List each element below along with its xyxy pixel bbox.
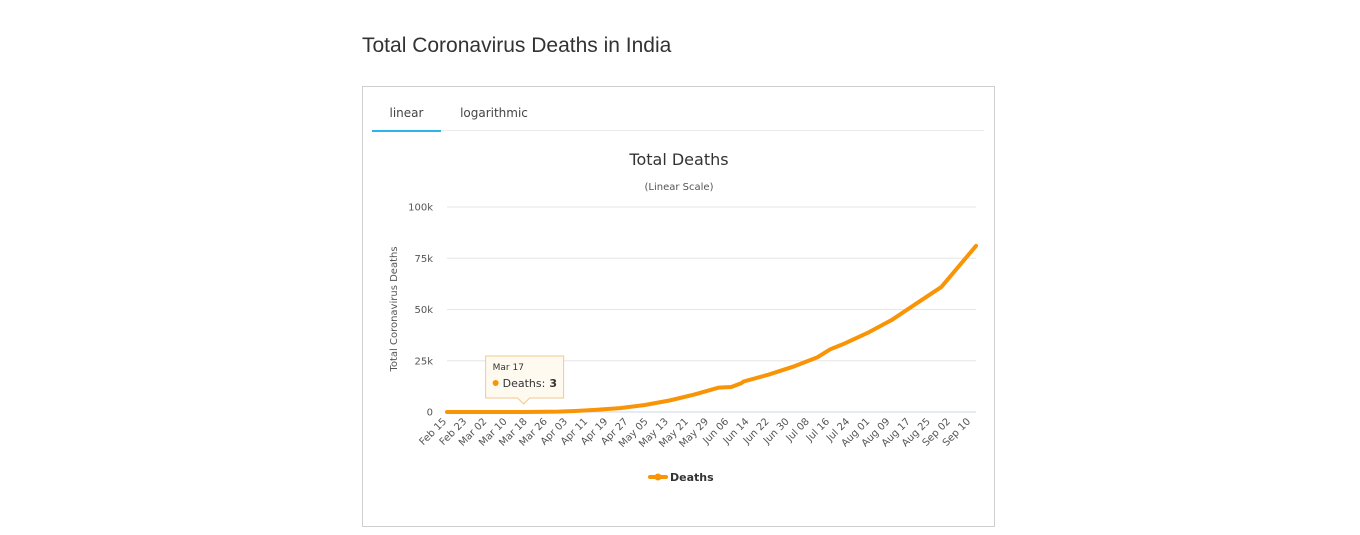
chart-container: linear logarithmic Total Deaths (Linear … xyxy=(362,86,995,527)
y-tick-label: 25k xyxy=(414,356,433,367)
tab-logarithmic[interactable]: logarithmic xyxy=(460,106,528,120)
y-tick-label: 50k xyxy=(414,305,433,316)
tooltip-marker xyxy=(492,379,499,386)
tooltip-series-label: Deaths: xyxy=(503,377,546,390)
page-title: Total Coronavirus Deaths in India xyxy=(362,34,672,57)
legend-marker-icon xyxy=(654,473,662,481)
tooltip-box xyxy=(485,355,565,405)
y-tick-label: 75k xyxy=(414,254,433,265)
tooltip-date: Mar 17 xyxy=(493,363,524,373)
y-axis-labels: 0 25k 50k 75k 100k xyxy=(408,203,433,419)
y-tick-label: 100k xyxy=(408,203,433,214)
tooltip-label: Deaths: 3 xyxy=(503,377,557,390)
tooltip: Mar 17 Deaths: 3 xyxy=(485,355,565,405)
y-axis-title: Total Coronavirus Deaths xyxy=(389,246,400,372)
grid-lines xyxy=(447,206,976,362)
legend-label[interactable]: Deaths xyxy=(670,471,714,484)
chart-subtitle: (Linear Scale) xyxy=(645,182,714,193)
legend[interactable]: Deaths xyxy=(648,471,714,484)
series-line-deaths[interactable] xyxy=(445,243,978,414)
tab-linear[interactable]: linear xyxy=(372,87,441,132)
chart-title: Total Deaths xyxy=(628,150,728,169)
tooltip-value: 3 xyxy=(549,377,557,390)
series-group xyxy=(445,243,978,414)
scale-tabs: linear logarithmic xyxy=(372,87,984,132)
deaths-chart: Total Deaths (Linear Scale) Total Corona… xyxy=(389,150,978,484)
y-tick-label: 0 xyxy=(427,408,433,419)
